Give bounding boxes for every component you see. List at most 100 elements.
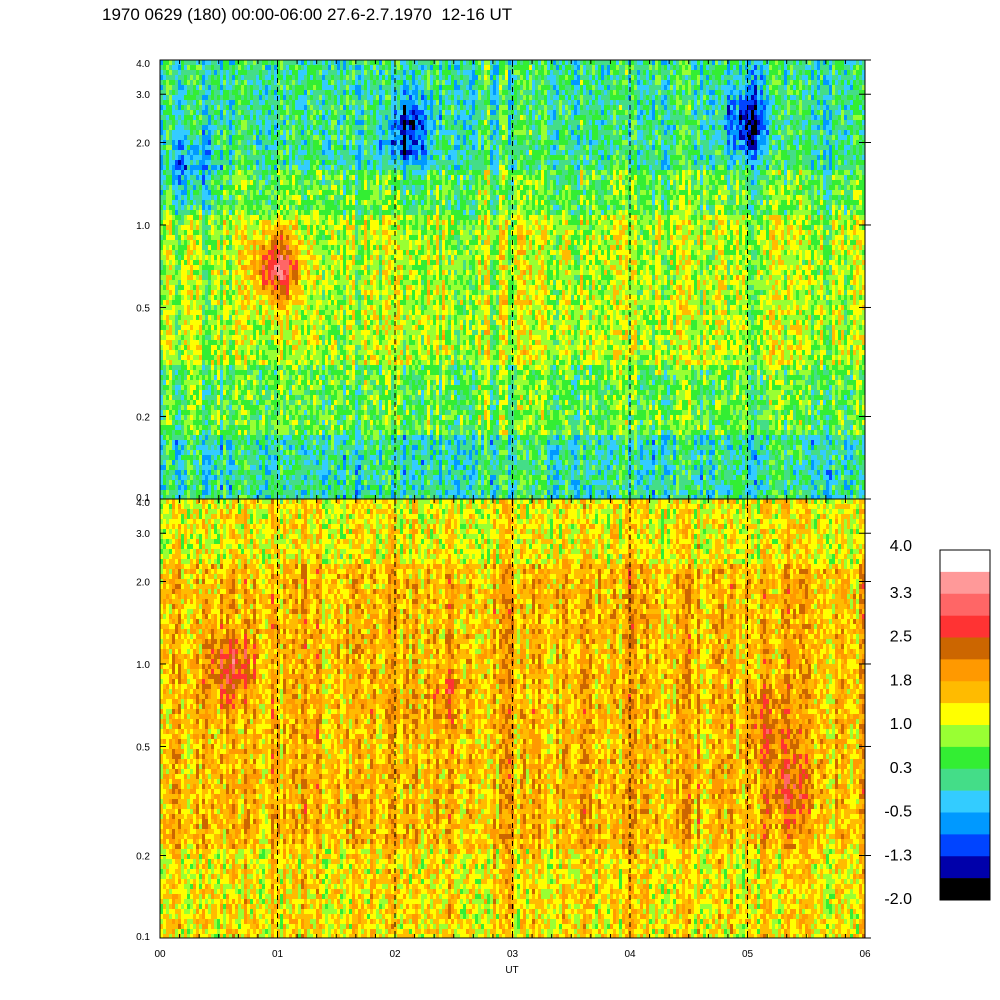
heatmap-cell xyxy=(796,185,800,191)
heatmap-cell xyxy=(826,100,833,106)
heatmap-cell xyxy=(787,105,791,111)
heatmap-cell xyxy=(433,150,443,156)
heatmap-cell xyxy=(586,65,593,71)
heatmap-cell xyxy=(550,135,557,141)
heatmap-cell xyxy=(277,65,281,71)
heatmap-cell xyxy=(577,155,581,161)
heatmap-cell xyxy=(187,135,197,141)
heatmap-cell xyxy=(424,165,431,171)
heatmap-cell xyxy=(217,70,221,76)
heatmap-cell xyxy=(832,150,839,156)
heatmap-cell xyxy=(277,170,281,176)
heatmap-cell xyxy=(232,110,236,116)
heatmap-cell xyxy=(853,190,863,196)
heatmap-cell xyxy=(832,90,836,96)
heatmap-cell xyxy=(637,85,650,91)
heatmap-cell xyxy=(238,155,242,161)
heatmap-cell xyxy=(394,145,398,151)
heatmap-cell xyxy=(475,130,479,136)
heatmap-cell xyxy=(196,115,200,121)
heatmap-cell xyxy=(838,150,845,156)
heatmap-cell xyxy=(223,195,230,201)
heatmap-cell xyxy=(481,185,485,191)
heatmap-cell xyxy=(772,165,779,171)
heatmap-cell xyxy=(190,130,194,136)
heatmap-cell xyxy=(163,130,167,136)
heatmap-cell xyxy=(697,75,701,81)
heatmap-cell xyxy=(229,105,233,111)
heatmap-cell xyxy=(607,85,611,91)
heatmap-cell xyxy=(217,165,221,171)
heatmap-cell xyxy=(295,95,299,101)
heatmap-cell xyxy=(391,190,395,196)
heatmap-cell xyxy=(325,110,329,116)
heatmap-cell xyxy=(445,135,452,141)
heatmap-cell xyxy=(328,100,335,106)
heatmap-cell xyxy=(628,150,635,156)
heatmap-cell xyxy=(544,110,548,116)
heatmap-cell xyxy=(385,115,389,121)
heatmap-cell xyxy=(604,85,608,91)
heatmap-cell xyxy=(676,135,683,141)
heatmap-cell xyxy=(745,120,749,126)
heatmap-cell xyxy=(622,145,632,151)
heatmap-cell xyxy=(466,85,470,91)
upper-panel xyxy=(160,60,865,499)
heatmap-cell xyxy=(472,165,488,171)
heatmap-cell xyxy=(739,145,746,151)
heatmap-cell xyxy=(526,95,530,101)
heatmap-cell xyxy=(613,150,617,156)
heatmap-cell xyxy=(196,80,200,86)
heatmap-cell xyxy=(229,180,233,186)
heatmap-cell xyxy=(196,70,200,76)
heatmap-cell xyxy=(490,100,497,106)
heatmap-cell xyxy=(544,75,548,81)
heatmap-cell xyxy=(859,145,863,151)
heatmap-cell xyxy=(337,170,341,176)
heatmap-cell xyxy=(415,115,419,121)
heatmap-cell xyxy=(547,130,551,136)
heatmap-cell xyxy=(616,170,620,176)
heatmap-cell xyxy=(268,150,272,156)
heatmap-cell xyxy=(862,155,865,161)
heatmap-cell xyxy=(625,155,629,161)
heatmap-cell xyxy=(844,115,848,121)
heatmap-cell xyxy=(232,195,236,201)
heatmap-cell xyxy=(814,70,818,76)
heatmap-cell xyxy=(178,180,182,186)
heatmap-cell xyxy=(823,190,827,196)
heatmap-cell xyxy=(211,90,215,96)
heatmap-cell xyxy=(193,140,200,146)
heatmap-cell xyxy=(763,160,767,166)
heatmap-cell xyxy=(490,125,494,131)
heatmap-cell xyxy=(262,130,266,136)
heatmap-cell xyxy=(574,60,578,66)
heatmap-cell xyxy=(808,60,812,66)
heatmap-cell xyxy=(181,65,185,71)
heatmap-cell xyxy=(397,140,401,146)
heatmap-cell xyxy=(859,95,863,101)
heatmap-cell xyxy=(469,135,479,141)
heatmap-cell xyxy=(178,145,185,151)
heatmap-cell xyxy=(709,145,713,151)
heatmap-cell xyxy=(592,180,596,186)
heatmap-cell xyxy=(454,60,461,66)
heatmap-cell xyxy=(211,195,215,201)
heatmap-cell xyxy=(538,135,542,141)
heatmap-cell xyxy=(160,115,167,121)
heatmap-cell xyxy=(307,65,323,71)
heatmap-cell xyxy=(172,200,179,206)
heatmap-cell xyxy=(412,190,416,196)
heatmap-cell xyxy=(343,80,347,86)
heatmap-cell xyxy=(754,105,758,111)
heatmap-cell xyxy=(580,130,584,136)
heatmap-cell xyxy=(271,155,275,161)
heatmap-cell xyxy=(439,190,443,196)
heatmap-cell xyxy=(628,135,632,141)
heatmap-cell xyxy=(166,170,173,176)
heatmap-cell xyxy=(181,170,185,176)
heatmap-cell xyxy=(532,155,542,161)
heatmap-cell xyxy=(556,190,560,196)
heatmap-cell xyxy=(439,105,443,111)
heatmap-cell xyxy=(346,105,350,111)
